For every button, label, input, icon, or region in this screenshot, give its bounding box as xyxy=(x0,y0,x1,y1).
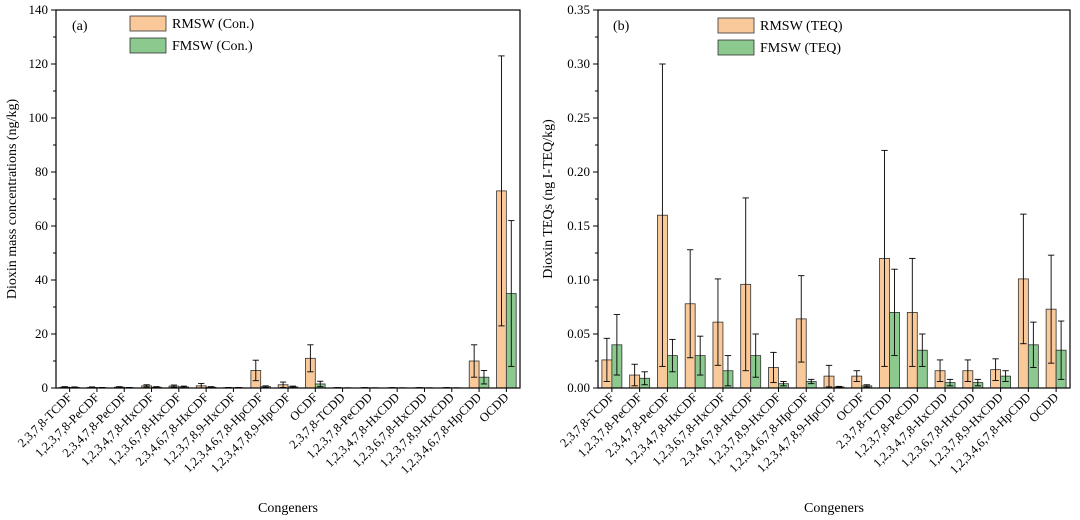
y-tick-label: 60 xyxy=(35,218,48,233)
panel-label: (a) xyxy=(72,19,88,34)
y-tick-label: 40 xyxy=(35,272,48,287)
y-tick-label: 0 xyxy=(42,380,49,395)
plot-frame xyxy=(55,9,521,389)
y-tick-label: 140 xyxy=(29,2,49,17)
y-axis-title: Dioxin TEQs (ng I-TEQ/kg) xyxy=(541,119,556,279)
y-axis-title: Dioxin mass concentrations (ng/kg) xyxy=(5,99,20,300)
y-tick-label: 100 xyxy=(29,110,49,125)
y-tick-label: 0.15 xyxy=(567,218,590,233)
y-tick-label: 0.20 xyxy=(567,164,590,179)
y-tick-label: 0.10 xyxy=(567,272,590,287)
legend-label-rmsw: RMSW (TEQ) xyxy=(760,19,843,34)
y-tick-label: 0.30 xyxy=(567,56,590,71)
legend-label-rmsw: RMSW (Con.) xyxy=(172,17,255,32)
chart-panel-b: 0.000.050.100.150.200.250.300.352,3,7,8-… xyxy=(541,2,1071,516)
y-tick-label: 0.25 xyxy=(567,110,590,125)
x-axis-title: Congeners xyxy=(258,501,318,516)
y-tick-label: 80 xyxy=(35,164,48,179)
y-tick-label: 20 xyxy=(35,326,48,341)
plot-frame xyxy=(597,9,1071,389)
legend-label-fmsw: FMSW (TEQ) xyxy=(760,41,841,56)
y-tick-label: 0.35 xyxy=(567,2,590,17)
x-axis-title: Congeners xyxy=(804,501,864,516)
panel-label: (b) xyxy=(613,19,630,34)
x-category-label: OCDD xyxy=(477,390,512,425)
x-category-label: OCDD xyxy=(1026,390,1061,425)
legend-swatch-rmsw xyxy=(717,17,755,34)
legend-swatch-fmsw xyxy=(129,37,167,54)
legend-swatch-fmsw xyxy=(717,39,755,56)
legend-swatch-rmsw xyxy=(129,15,167,32)
y-tick-label: 120 xyxy=(29,56,49,71)
legend-label-fmsw: FMSW (Con.) xyxy=(172,39,253,54)
y-tick-label: 0.00 xyxy=(567,380,590,395)
y-tick-label: 0.05 xyxy=(567,326,590,341)
chart-panel-a: 0204060801001201402,3,7,8-TCDF1,2,3,7,8-… xyxy=(5,2,521,516)
